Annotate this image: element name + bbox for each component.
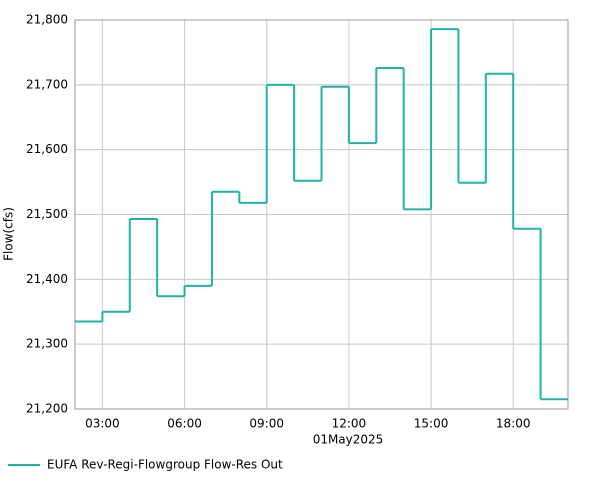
y-axis-label: Flow(cfs) <box>2 207 16 261</box>
x-tick-label: 12:00 <box>332 417 367 431</box>
x-tick-label: 06:00 <box>167 417 202 431</box>
y-tick-label: 21,300 <box>26 337 68 351</box>
x-axis-label: 01May2025 <box>313 433 384 447</box>
legend-label: EUFA Rev-Regi-Flowgroup Flow-Res Out <box>47 458 283 472</box>
x-tick-label: 15:00 <box>414 417 449 431</box>
x-tick-label: 03:00 <box>85 417 120 431</box>
y-tick-label: 21,400 <box>26 272 68 286</box>
y-tick-label: 21,600 <box>26 142 68 156</box>
plot-frame <box>74 19 569 410</box>
y-tick-label: 21,800 <box>26 13 68 27</box>
x-tick-label: 09:00 <box>249 417 284 431</box>
y-tick-label: 21,700 <box>26 77 68 91</box>
y-tick-label: 21,500 <box>26 207 68 221</box>
x-tick-label: 18:00 <box>496 417 531 431</box>
y-tick-label: 21,200 <box>26 402 68 416</box>
